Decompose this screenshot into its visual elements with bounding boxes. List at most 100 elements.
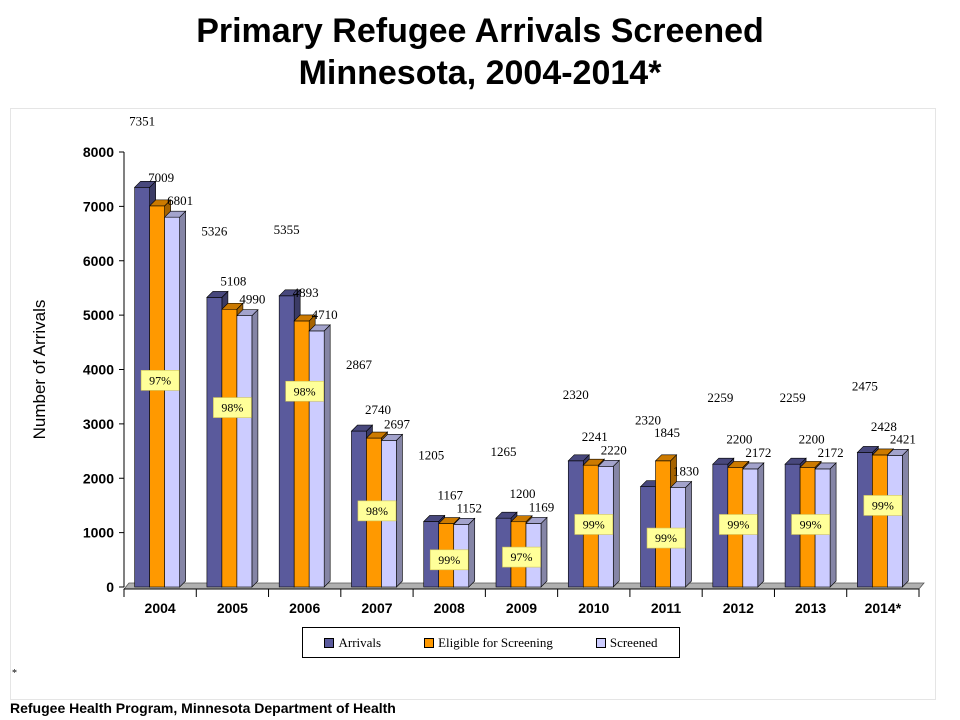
- bar-screened-side: [685, 480, 692, 588]
- y-tick-label: 1000: [83, 525, 114, 541]
- x-tick-label: 2012: [723, 600, 754, 616]
- footnote-marker: *: [12, 668, 17, 679]
- data-label-eligible: 2200: [726, 431, 752, 446]
- percent-screened-box: [863, 495, 903, 516]
- bar-screened-side: [829, 462, 837, 588]
- bar-eligible-top: [654, 454, 678, 462]
- x-tick-label: 2008: [434, 600, 465, 616]
- bar-arrivals-top: [206, 291, 229, 298]
- title-line-2: Minnesota, 2004-2014*: [298, 54, 662, 92]
- data-label-screened: 2172: [818, 445, 844, 460]
- percent-screened-label: 99%: [438, 553, 460, 567]
- bar-eligible-top: [871, 448, 895, 456]
- x-tick-label: 2013: [795, 600, 826, 616]
- bar-eligible-top: [148, 199, 172, 207]
- bar-screened: [308, 330, 325, 588]
- percent-screened-label: 99%: [655, 531, 677, 545]
- bar-screened-top: [308, 324, 331, 332]
- bar-eligible-top: [727, 461, 750, 468]
- legend-label-eligible: Eligible for Screening: [438, 634, 553, 650]
- data-label-screened: 2697: [384, 416, 411, 431]
- bar-arrivals-top: [495, 511, 518, 519]
- x-tick-label: 2011: [651, 600, 682, 616]
- data-label-eligible: 5108: [220, 273, 246, 288]
- bar-eligible-top: [365, 431, 389, 439]
- y-tick-label: 7000: [83, 198, 114, 214]
- data-label-eligible: 1845: [654, 425, 680, 440]
- bar-arrivals-top: [712, 457, 735, 465]
- percent-screened-label: 98%: [366, 504, 388, 518]
- x-tick-label: 2010: [578, 600, 609, 616]
- y-tick-label: 4000: [83, 362, 114, 378]
- bar-screened-side: [396, 433, 403, 588]
- bar-screened: [887, 455, 903, 588]
- bar-arrivals: [206, 297, 223, 588]
- data-label-arrivals: 1205: [418, 447, 444, 462]
- percent-screened-box: [357, 500, 397, 522]
- bar-eligible: [655, 460, 671, 588]
- bar-arrivals-top: [784, 457, 807, 465]
- bar-eligible-top: [221, 302, 244, 310]
- bar-screened: [164, 216, 180, 588]
- data-label-eligible: 1167: [437, 488, 463, 503]
- data-label-arrivals: 2259: [780, 390, 806, 405]
- data-label-screened: 1152: [456, 500, 482, 515]
- x-tick-label: 2007: [361, 600, 392, 616]
- data-label-arrivals: 2475: [852, 378, 878, 393]
- legend-label-screened: Screened: [609, 634, 658, 650]
- bar-screened-side: [612, 459, 620, 588]
- data-label-arrivals: 5355: [274, 222, 300, 237]
- bar-screened-top: [453, 518, 476, 525]
- bar-screened-top: [380, 434, 404, 441]
- data-label-screened: 2220: [601, 442, 627, 457]
- percent-screened-box: [429, 549, 469, 571]
- bar-arrivals-top: [423, 515, 446, 522]
- data-label-eligible: 2200: [799, 431, 825, 446]
- y-tick-label: 8000: [83, 144, 114, 160]
- y-tick-label: 3000: [83, 416, 114, 432]
- y-tick-label: 0: [106, 579, 114, 595]
- y-tick-label: 5000: [83, 307, 114, 323]
- bar-screened-top: [669, 481, 693, 488]
- bar-eligible: [872, 454, 888, 588]
- data-label-eligible: 2428: [871, 419, 897, 434]
- legend-label-arrivals: Arrivals: [338, 634, 382, 650]
- data-label-arrivals: 2259: [707, 390, 733, 405]
- percent-screened-label: 97%: [511, 550, 533, 564]
- data-label-eligible: 2241: [582, 429, 608, 444]
- percent-screened-box: [285, 380, 324, 402]
- bar-eligible-top: [582, 458, 605, 466]
- percent-screened-label: 99%: [583, 517, 605, 531]
- x-tick-label: 2005: [217, 600, 248, 616]
- bar-screened-side: [323, 324, 331, 588]
- bar-eligible-top: [293, 314, 316, 322]
- bar-screened-top: [597, 459, 620, 467]
- percent-screened-box: [502, 546, 541, 568]
- percent-screened-box: [719, 514, 758, 535]
- bar-screened-top: [525, 517, 548, 524]
- source-note: Refugee Health Program, Minnesota Depart…: [10, 700, 396, 716]
- chart-frame: 0 1000 2000 3000 4000 5000 6000 7000 8000 Number …: [10, 108, 936, 700]
- bar-eligible-top: [799, 461, 822, 468]
- bar-screened: [236, 315, 253, 588]
- bar-screened-side: [902, 448, 909, 588]
- data-label-screened: 4990: [239, 292, 265, 307]
- data-label-screened: 6801: [167, 193, 193, 208]
- bar-screened-side: [757, 462, 765, 588]
- bar-eligible-top: [510, 515, 533, 523]
- y-tick-label: 2000: [83, 470, 114, 486]
- data-label-eligible: 1200: [510, 486, 536, 501]
- bar-arrivals: [278, 295, 295, 588]
- bar-eligible: [221, 308, 238, 588]
- percent-screened-label: 97%: [149, 373, 171, 387]
- data-label-screened: 1830: [673, 463, 699, 478]
- bar-eligible-top: [438, 517, 461, 524]
- y-tick-label: 6000: [83, 253, 114, 269]
- percent-screened-label: 99%: [872, 498, 894, 512]
- data-label-screened: 4710: [312, 307, 338, 322]
- legend: Arrivals Eligible for Screening Screened: [302, 627, 680, 658]
- percent-screened-box: [646, 527, 686, 549]
- data-label-arrivals: 2320: [635, 413, 661, 428]
- title-line-1: Primary Refugee Arrivals Screened: [196, 12, 764, 50]
- chart-title: Primary Refugee Arrivals Screened Minnes…: [0, 10, 960, 94]
